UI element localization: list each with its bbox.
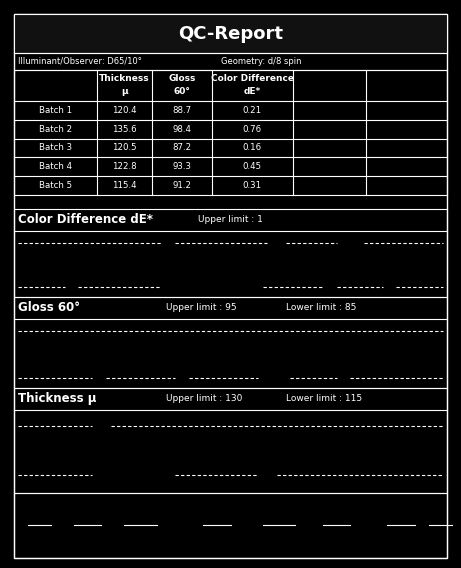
Text: 60°: 60°	[174, 87, 190, 95]
Text: Color Difference dE*: Color Difference dE*	[18, 214, 154, 226]
Text: Gloss: Gloss	[168, 74, 196, 82]
Text: 98.4: 98.4	[172, 125, 192, 133]
Text: 93.3: 93.3	[172, 162, 192, 171]
Text: 0.76: 0.76	[243, 125, 262, 133]
Text: Batch 4: Batch 4	[39, 162, 72, 171]
Text: 0.16: 0.16	[243, 144, 262, 152]
Text: QC-Report: QC-Report	[178, 24, 283, 43]
Text: 115.4: 115.4	[112, 181, 137, 190]
Text: Color Difference: Color Difference	[211, 74, 294, 82]
Text: 87.2: 87.2	[172, 144, 192, 152]
Text: μ: μ	[121, 87, 128, 95]
Text: 91.2: 91.2	[172, 181, 192, 190]
Text: Geometry: d/8 spin: Geometry: d/8 spin	[221, 57, 302, 66]
Text: Upper limit : 95: Upper limit : 95	[166, 303, 236, 312]
Bar	[14, 493, 447, 558]
Bar	[14, 70, 447, 195]
Text: Batch 2: Batch 2	[39, 125, 72, 133]
Text: Thickness μ: Thickness μ	[18, 392, 97, 405]
Text: Upper limit : 130: Upper limit : 130	[166, 394, 242, 403]
Bar	[14, 388, 447, 493]
Text: 0.31: 0.31	[243, 181, 262, 190]
Text: Batch 3: Batch 3	[39, 144, 72, 152]
Text: 0.21: 0.21	[243, 106, 262, 115]
Text: 0.45: 0.45	[243, 162, 262, 171]
Text: dE*: dE*	[244, 87, 261, 95]
Text: Batch 5: Batch 5	[39, 181, 72, 190]
Bar	[14, 14, 447, 53]
Bar	[14, 297, 447, 388]
Text: 120.4: 120.4	[112, 106, 137, 115]
Text: Batch 1: Batch 1	[39, 106, 72, 115]
Text: Upper limit : 1: Upper limit : 1	[198, 215, 263, 224]
Text: Lower limit : 115: Lower limit : 115	[286, 394, 362, 403]
Bar	[14, 209, 447, 297]
Text: Thickness: Thickness	[99, 74, 150, 82]
Text: Lower limit : 85: Lower limit : 85	[286, 303, 356, 312]
Text: Illuminant/Observer: D65/10°: Illuminant/Observer: D65/10°	[18, 57, 142, 66]
Text: 122.8: 122.8	[112, 162, 137, 171]
Text: 135.6: 135.6	[112, 125, 137, 133]
Text: Gloss 60°: Gloss 60°	[18, 302, 80, 314]
Text: 88.7: 88.7	[172, 106, 192, 115]
Text: 120.5: 120.5	[112, 144, 137, 152]
